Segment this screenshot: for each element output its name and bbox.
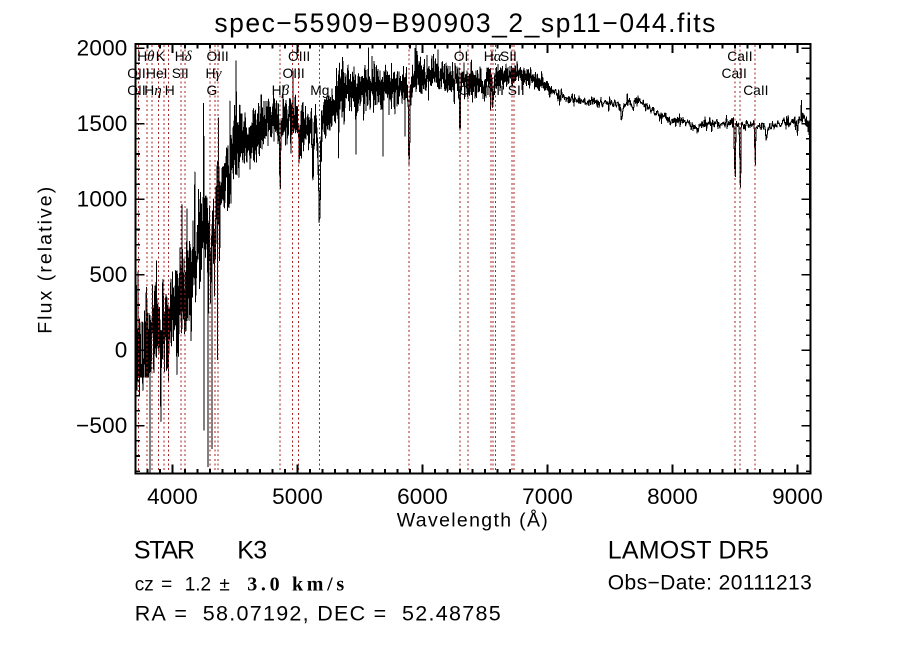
svg-text:Hδ: Hδ: [175, 49, 193, 65]
svg-text:OIII: OIII: [288, 49, 310, 64]
svg-text:cz: cz: [135, 575, 154, 596]
svg-text:2000: 2000: [77, 36, 128, 61]
svg-text:OI: OI: [459, 83, 474, 98]
svg-text:7000: 7000: [522, 484, 573, 509]
svg-text:0: 0: [115, 338, 128, 363]
svg-text:RA = 58.07192, DEC = 52.4878: RA = 58.07192, DEC = 52.48785: [135, 602, 501, 626]
svg-text:±: ±: [219, 575, 229, 596]
svg-text:G: G: [207, 83, 218, 98]
svg-text:SII: SII: [500, 49, 517, 64]
svg-text:K: K: [156, 49, 166, 64]
svg-text:STAR: STAR: [134, 536, 195, 564]
svg-text:Hγ: Hγ: [206, 66, 223, 82]
svg-text:8000: 8000: [647, 484, 698, 509]
svg-text:Hη: Hη: [144, 83, 161, 99]
svg-text:6000: 6000: [397, 484, 448, 509]
svg-text:OII: OII: [127, 66, 145, 81]
svg-text:OIII: OIII: [283, 66, 305, 81]
svg-text:K3: K3: [237, 536, 267, 564]
svg-text:1.2: 1.2: [185, 575, 211, 596]
svg-text:CaII: CaII: [722, 66, 747, 81]
svg-text:LAMOST DR5: LAMOST DR5: [608, 536, 769, 564]
svg-text:=: =: [161, 575, 172, 596]
svg-text:Hβ: Hβ: [272, 83, 290, 99]
svg-text:spec−55909−B90903_2_sp11−044.f: spec−55909−B90903_2_sp11−044.fits: [214, 8, 715, 38]
svg-text:500: 500: [89, 262, 127, 287]
svg-text:Hα: Hα: [484, 49, 503, 65]
svg-text:SII: SII: [508, 83, 525, 98]
svg-text:3.0 km/s: 3.0 km/s: [247, 574, 344, 596]
svg-text:Flux (relative): Flux (relative): [35, 187, 57, 334]
svg-text:NII: NII: [486, 83, 504, 98]
svg-text:CaII: CaII: [727, 49, 752, 64]
svg-text:Hθ: Hθ: [137, 49, 155, 65]
svg-text:5000: 5000: [272, 484, 323, 509]
svg-text:4000: 4000: [147, 484, 198, 509]
svg-text:OIII: OIII: [207, 49, 229, 64]
svg-text:1000: 1000: [77, 187, 128, 212]
svg-text:SII: SII: [172, 66, 189, 81]
svg-text:Mg: Mg: [310, 83, 329, 98]
svg-text:−500: −500: [76, 413, 127, 438]
svg-text:9000: 9000: [772, 484, 823, 509]
svg-text:H: H: [165, 83, 175, 98]
svg-text:CaII: CaII: [743, 83, 768, 98]
svg-text:OII: OII: [127, 83, 145, 98]
svg-text:1500: 1500: [77, 111, 128, 136]
svg-text:OI: OI: [454, 49, 469, 64]
svg-text:HeI: HeI: [146, 66, 167, 81]
svg-text:Obs−Date: 20111213: Obs−Date: 20111213: [608, 572, 812, 595]
svg-text:Wavelength (Å): Wavelength (Å): [397, 509, 548, 532]
